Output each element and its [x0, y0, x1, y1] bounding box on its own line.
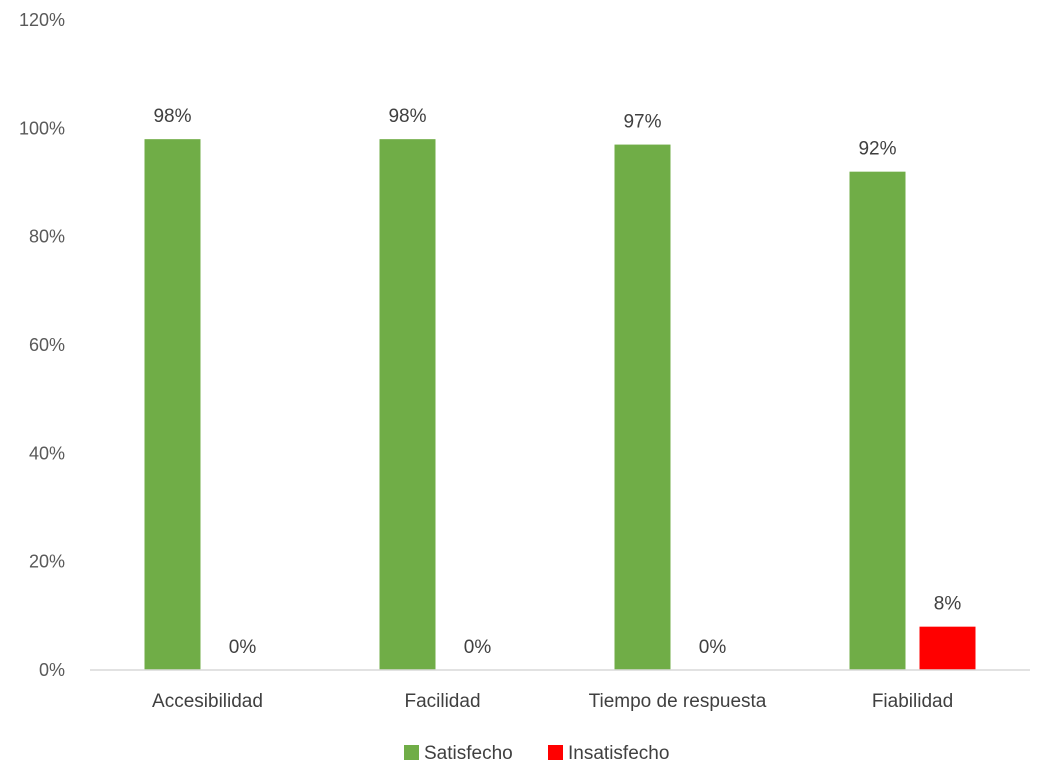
data-label: 98% [388, 106, 426, 127]
x-tick-label: Fiabilidad [872, 691, 953, 712]
y-tick-label: 60% [29, 335, 65, 355]
data-label: 97% [623, 112, 661, 133]
x-axis: Accesibilidad Facilidad Tiempo de respuest… [152, 691, 953, 712]
y-tick-label: 80% [29, 227, 65, 247]
bar-satisfecho-3 [849, 171, 906, 670]
y-tick-label: 0% [39, 660, 65, 680]
x-tick-label: Facilidad [404, 691, 480, 712]
y-axis: 0% 20% 40% 60% 80% 100% 120% [19, 10, 65, 680]
legend-swatch-insatisfecho [548, 745, 563, 760]
bar-satisfecho-0 [144, 139, 201, 670]
legend-label-satisfecho: Satisfecho [424, 743, 513, 763]
x-tick-label: Tiempo de respuesta [589, 691, 767, 712]
y-tick-label: 100% [19, 118, 65, 138]
x-tick-label: Accesibilidad [152, 691, 263, 712]
data-label: 0% [229, 637, 257, 658]
data-label: 0% [464, 637, 492, 658]
data-label: 0% [699, 637, 727, 658]
y-tick-label: 20% [29, 552, 65, 572]
legend-swatch-satisfecho [404, 745, 419, 760]
bars: 98% 0% 98% 0% 97% 0% 92% 8% [144, 106, 976, 671]
bar-satisfecho-2 [614, 144, 671, 671]
y-tick-label: 40% [29, 443, 65, 463]
y-tick-label: 120% [19, 10, 65, 30]
data-label: 92% [858, 139, 896, 160]
bar-satisfecho-1 [379, 139, 436, 670]
legend: Satisfecho Insatisfecho [404, 743, 669, 763]
data-label: 8% [934, 594, 962, 615]
bar-insatisfecho-3 [919, 626, 976, 670]
data-label: 98% [153, 106, 191, 127]
legend-label-insatisfecho: Insatisfecho [568, 743, 669, 763]
